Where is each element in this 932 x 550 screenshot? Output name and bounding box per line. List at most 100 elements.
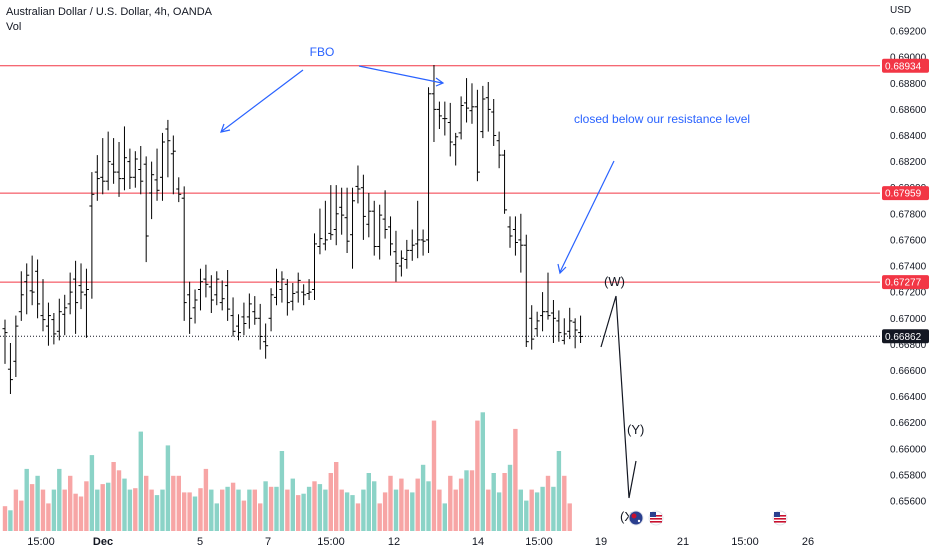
ohlc-bar <box>214 271 220 306</box>
economic-event-icons[interactable] <box>628 510 788 526</box>
ohlc-bar <box>132 151 138 188</box>
ohlc-bar <box>540 292 546 332</box>
ohlc-bar <box>507 216 513 248</box>
volume-bar <box>149 489 154 531</box>
y-tick-label: 0.67000 <box>890 314 927 325</box>
y-tick-label: 0.68400 <box>890 131 927 142</box>
volume-bar <box>127 489 133 531</box>
ohlc-bar <box>219 280 225 311</box>
volume-bar <box>247 489 252 531</box>
fbo-arrow-right <box>358 65 443 84</box>
ohlc-bar <box>241 302 247 336</box>
flag-au-icon[interactable] <box>628 510 644 526</box>
ohlc-bar <box>284 279 290 316</box>
volume-bar <box>372 481 377 531</box>
ohlc-bar <box>518 213 524 273</box>
volume-bar <box>8 510 13 531</box>
volume-bar <box>225 486 230 531</box>
ohlc-bar <box>322 200 328 251</box>
ohlc-bar <box>480 85 486 139</box>
volume-bar <box>274 486 279 531</box>
volume-bar <box>78 496 84 531</box>
ohlc-bar <box>339 187 345 235</box>
x-tick-label: 19 <box>595 536 607 548</box>
currency-label: USD <box>890 5 911 16</box>
ohlc-bar <box>344 187 350 253</box>
ohlc-bar <box>436 101 442 129</box>
ohlc-bar <box>382 190 388 239</box>
ohlc-bar <box>13 315 19 377</box>
volume-bar <box>344 492 350 531</box>
volume-bar <box>279 451 285 531</box>
ohlc-bar <box>447 102 453 157</box>
ohlc-bar <box>366 193 372 238</box>
volume-bar <box>301 493 306 531</box>
volume-bar <box>415 478 420 531</box>
y-tick-label: 0.66800 <box>890 340 927 351</box>
ohlc-bar <box>274 268 279 306</box>
y-tick-label: 0.68800 <box>890 79 927 90</box>
ohlc-bar <box>100 138 106 195</box>
wave-projection-path <box>600 295 637 499</box>
volume-bar <box>220 489 225 531</box>
ohlc-bar <box>78 263 84 310</box>
ohlc-bar <box>149 161 155 220</box>
volume-bar <box>393 489 399 531</box>
volume-bar <box>382 492 388 531</box>
ohlc-bar <box>572 318 578 349</box>
volume-bar <box>51 489 57 531</box>
y-tick-label: 0.67200 <box>890 288 927 299</box>
ohlc-bar <box>556 310 562 342</box>
price-scale[interactable]: USD 0.69200 0.69000 0.68800 0.68600 0.68400 0… <box>890 5 927 508</box>
x-tick-label: 21 <box>677 536 689 548</box>
volume-bar <box>388 475 393 531</box>
ohlc-bar <box>83 268 89 338</box>
volume-bar <box>116 470 122 531</box>
ohlc-bar <box>116 142 122 197</box>
volume-bar <box>475 420 480 531</box>
ohlc-bar <box>409 229 415 261</box>
ohlc-bar <box>496 131 502 169</box>
ohlc-bar <box>377 204 383 260</box>
flag-us-icon[interactable] <box>648 510 664 526</box>
ohlc-bar <box>404 239 410 269</box>
ohlc-bar <box>415 200 421 259</box>
ohlc-bar <box>51 313 57 345</box>
volume-bar <box>464 470 469 531</box>
ohlc-bar <box>18 271 24 321</box>
volume-bar <box>230 482 236 531</box>
ohlc-bar <box>187 281 193 334</box>
flag-us-icon-2[interactable] <box>772 510 788 526</box>
ohlc-bar <box>442 101 448 136</box>
ohlc-bar <box>246 293 252 329</box>
volume-bar <box>377 503 382 531</box>
volume-bar <box>144 475 149 531</box>
ohlc-bar <box>203 264 209 298</box>
resistance-note-label: closed below our resistance level <box>574 112 750 126</box>
level-price-tag <box>882 275 929 290</box>
volume-bar <box>68 475 73 531</box>
ohlc-bar <box>176 177 182 203</box>
x-tick-label: 12 <box>388 536 400 548</box>
volume-label: Vol <box>6 21 22 33</box>
volume-bar <box>540 486 545 531</box>
ohlc-bar <box>301 284 307 306</box>
volume-bar <box>133 488 138 531</box>
volume-bar <box>290 478 295 531</box>
ohlc-bar <box>458 96 464 140</box>
chart-legend: Australian Dollar / U.S. Dollar, 4h, OAN… <box>6 5 212 35</box>
ohlc-bar <box>333 185 339 246</box>
x-tick-label: Dec <box>93 536 113 548</box>
wave-w-label: (W) <box>604 274 625 289</box>
level-price-tag <box>882 186 929 201</box>
volume-bar <box>529 489 534 531</box>
volume-bar <box>518 489 523 531</box>
level-price-text: 0.67277 <box>885 278 922 289</box>
time-scale[interactable]: 15:00 Dec 5 7 15:00 12 14 15:00 19 21 15:00 26 <box>27 536 814 548</box>
volume-bar <box>399 478 404 531</box>
ohlc-bar <box>268 288 274 332</box>
ohlc-bar <box>35 259 41 319</box>
ohlc-bar <box>62 294 68 336</box>
volume-bar <box>203 468 209 531</box>
